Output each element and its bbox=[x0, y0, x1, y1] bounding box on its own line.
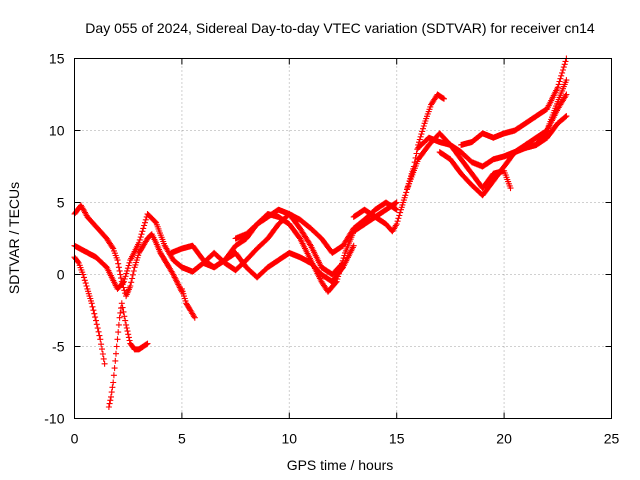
data-point-markers bbox=[200, 242, 357, 285]
data-series bbox=[232, 199, 400, 256]
y-axis-label: SDTVAR / TECUs bbox=[6, 182, 22, 294]
y-tick-label: -10 bbox=[44, 411, 64, 427]
x-tick-label: 15 bbox=[389, 431, 405, 447]
data-series bbox=[200, 242, 357, 285]
y-tick-label: 15 bbox=[49, 51, 65, 67]
data-point-markers bbox=[232, 199, 400, 256]
x-tick-label: 10 bbox=[282, 431, 298, 447]
grid-lines bbox=[74, 58, 612, 419]
y-tick-labels: -10 -5 0 5 10 15 bbox=[44, 51, 64, 427]
plot-frame bbox=[74, 58, 612, 419]
data-point-markers bbox=[458, 55, 570, 148]
data-series bbox=[350, 91, 447, 235]
data-point-markers bbox=[501, 77, 570, 160]
x-tick-label: 5 bbox=[178, 431, 186, 447]
x-tick-label: 25 bbox=[604, 431, 620, 447]
y-tick-label: 5 bbox=[57, 195, 65, 211]
chart-title: Day 055 of 2024, Sidereal Day-to-day VTE… bbox=[85, 20, 595, 36]
data-series bbox=[105, 300, 151, 410]
data-point-markers bbox=[105, 300, 151, 410]
data-series bbox=[501, 77, 570, 160]
x-tick-label: 20 bbox=[496, 431, 512, 447]
data-series bbox=[458, 55, 570, 148]
data-point-markers bbox=[178, 285, 198, 321]
data-series bbox=[178, 285, 198, 321]
y-tick-label: 10 bbox=[49, 123, 65, 139]
data-point-markers bbox=[350, 91, 447, 235]
axis-ticks bbox=[74, 58, 612, 419]
x-axis-label: GPS time / hours bbox=[287, 457, 394, 473]
data-points bbox=[71, 55, 570, 410]
y-tick-label: 0 bbox=[57, 267, 65, 283]
y-tick-label: -5 bbox=[52, 339, 65, 355]
x-tick-labels: 0 5 10 15 20 25 bbox=[71, 431, 620, 447]
x-tick-label: 0 bbox=[71, 431, 79, 447]
